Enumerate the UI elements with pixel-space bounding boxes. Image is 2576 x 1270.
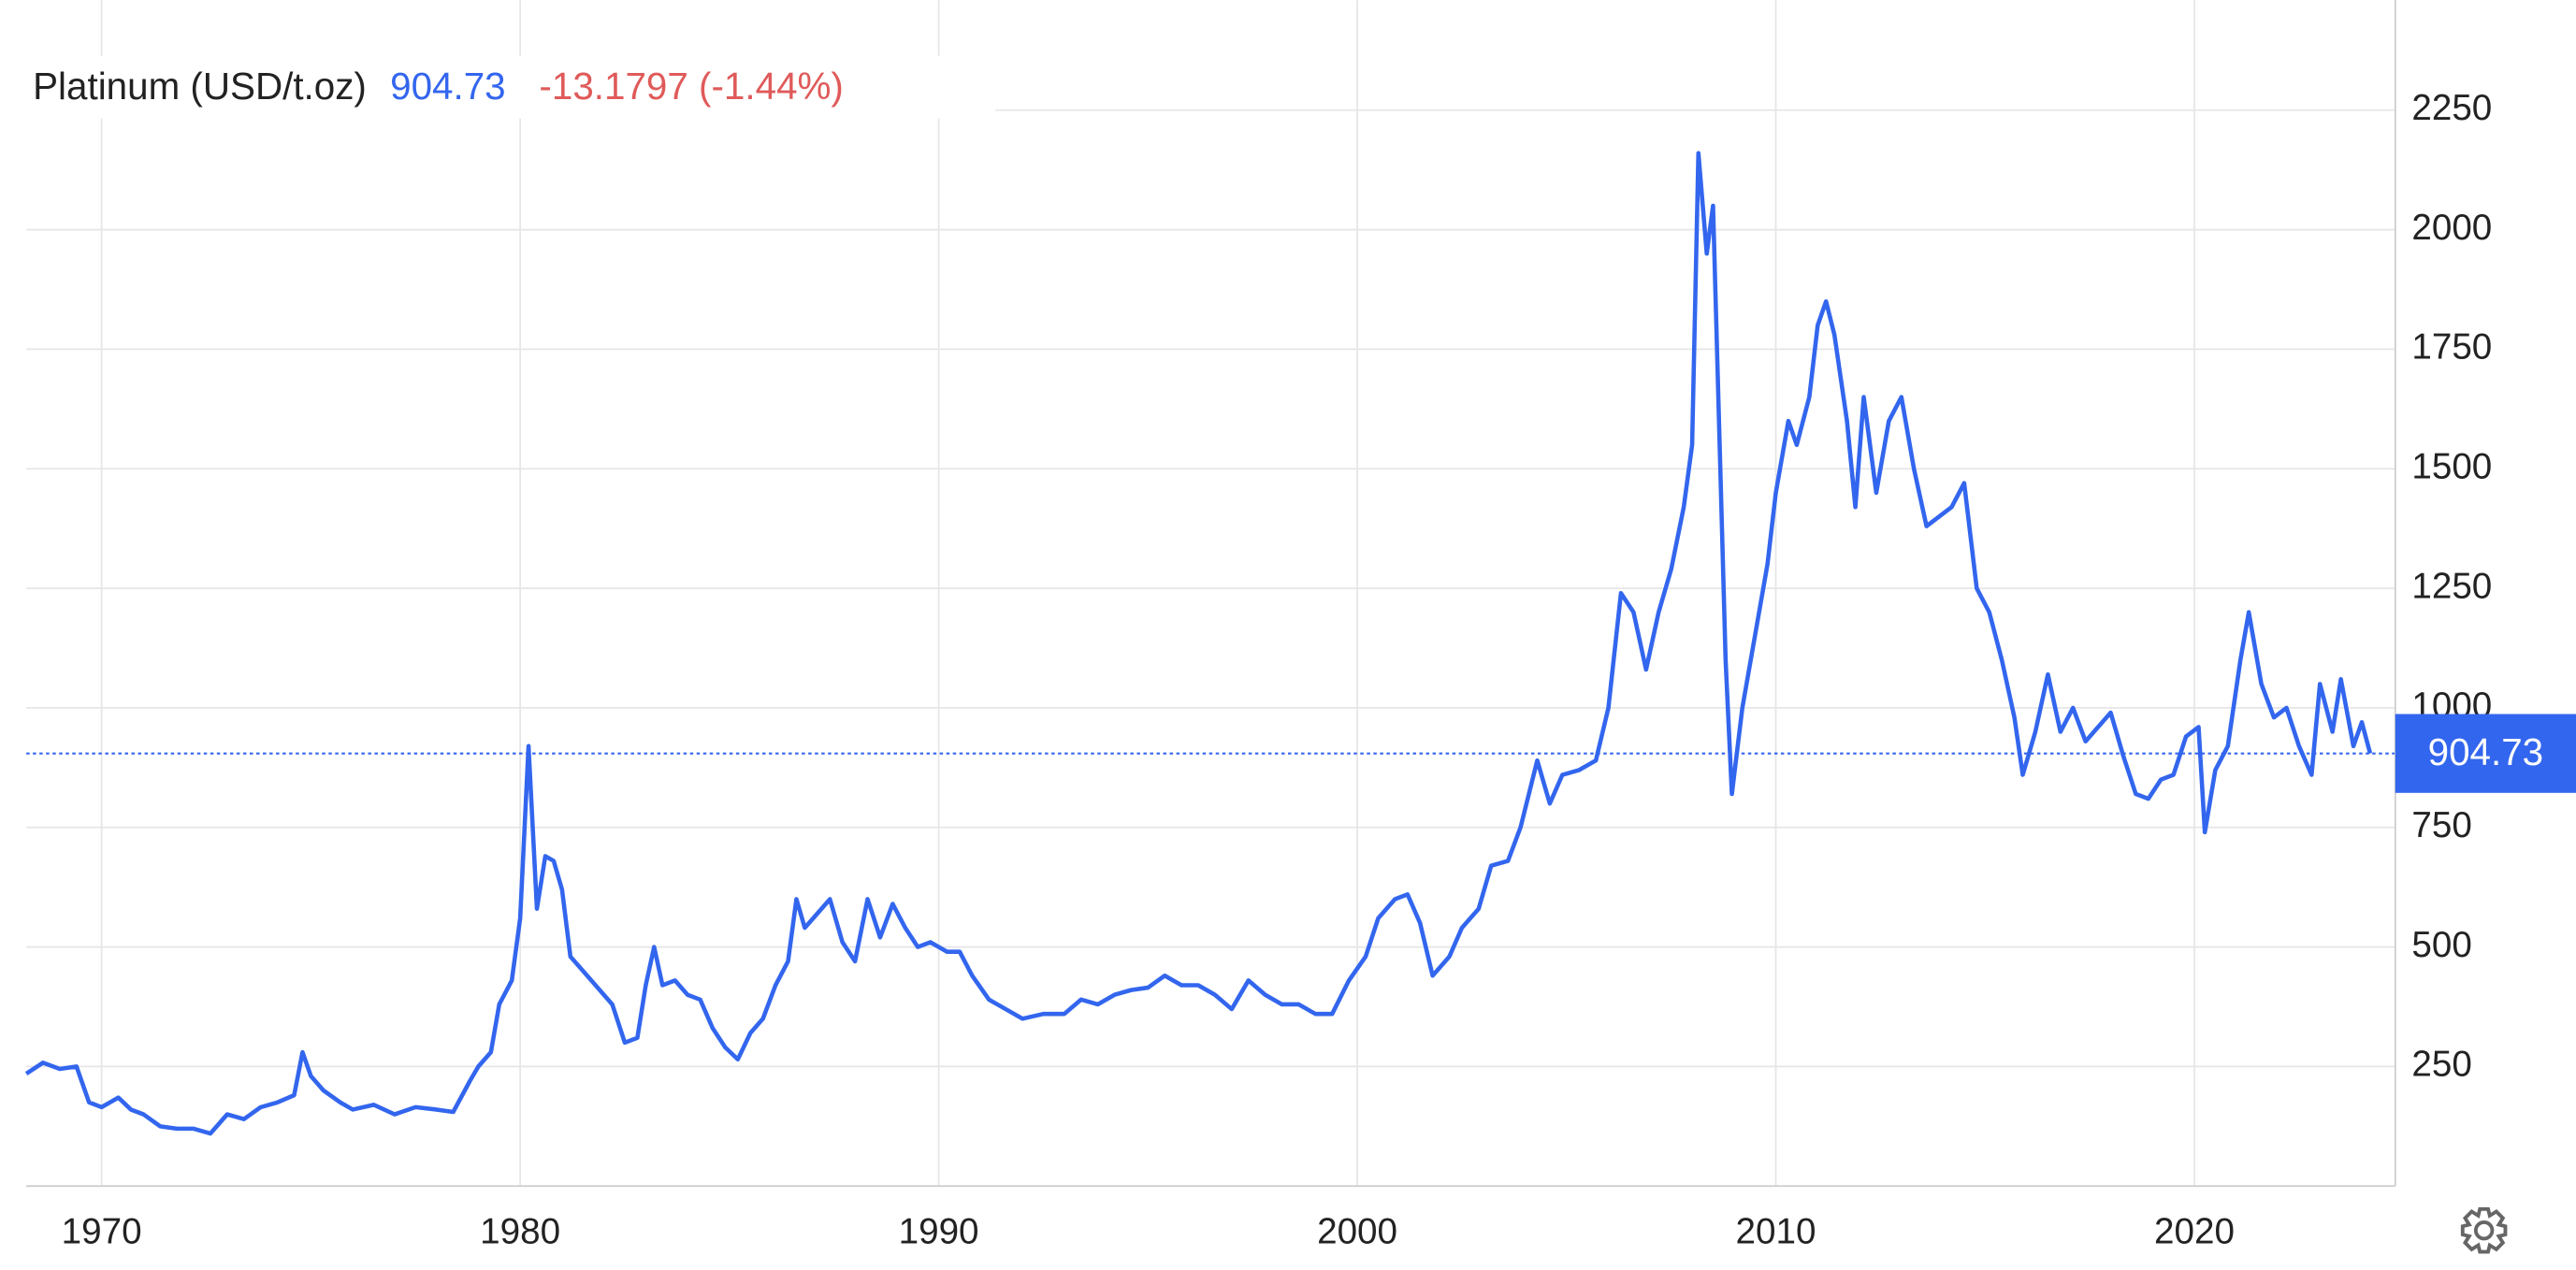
- settings-icon-gear: [2460, 1206, 2508, 1254]
- y-tick-label: 1500: [2411, 446, 2492, 486]
- y-tick-label: 750: [2411, 805, 2471, 845]
- x-tick-label: 2000: [1317, 1211, 1397, 1251]
- x-tick-label: 2020: [2154, 1211, 2235, 1251]
- x-tick-label: 2010: [1736, 1211, 1816, 1251]
- x-tick-label: 1990: [899, 1211, 979, 1251]
- y-tick-label: 250: [2411, 1045, 2471, 1085]
- y-tick-label: 2250: [2411, 88, 2492, 128]
- grid: [26, 0, 2395, 1187]
- change: -13.1797 (-1.44%): [539, 65, 843, 108]
- y-tick-label: 2000: [2411, 208, 2492, 248]
- chart-title: Platinum (USD/t.oz): [33, 65, 367, 108]
- y-tick-label: 1750: [2411, 327, 2492, 368]
- x-tick-label: 1980: [480, 1211, 560, 1251]
- plot-area: [24, 151, 2395, 1136]
- x-tick-label: 1970: [62, 1211, 142, 1251]
- settings-icon-hub: [2473, 1219, 2495, 1241]
- price-line: [24, 151, 2373, 1136]
- last-value-box: [2395, 714, 2576, 793]
- header-background: [20, 55, 996, 119]
- last-value-label: 904.73: [2428, 730, 2544, 773]
- header: Platinum (USD/t.oz) 904.73 -13.1797 (-1.…: [33, 65, 844, 108]
- y-tick-label: 1250: [2411, 566, 2492, 606]
- y-tick-label: 500: [2411, 925, 2471, 965]
- last-value: 904.73: [390, 65, 506, 108]
- settings-button[interactable]: [2460, 1206, 2508, 1254]
